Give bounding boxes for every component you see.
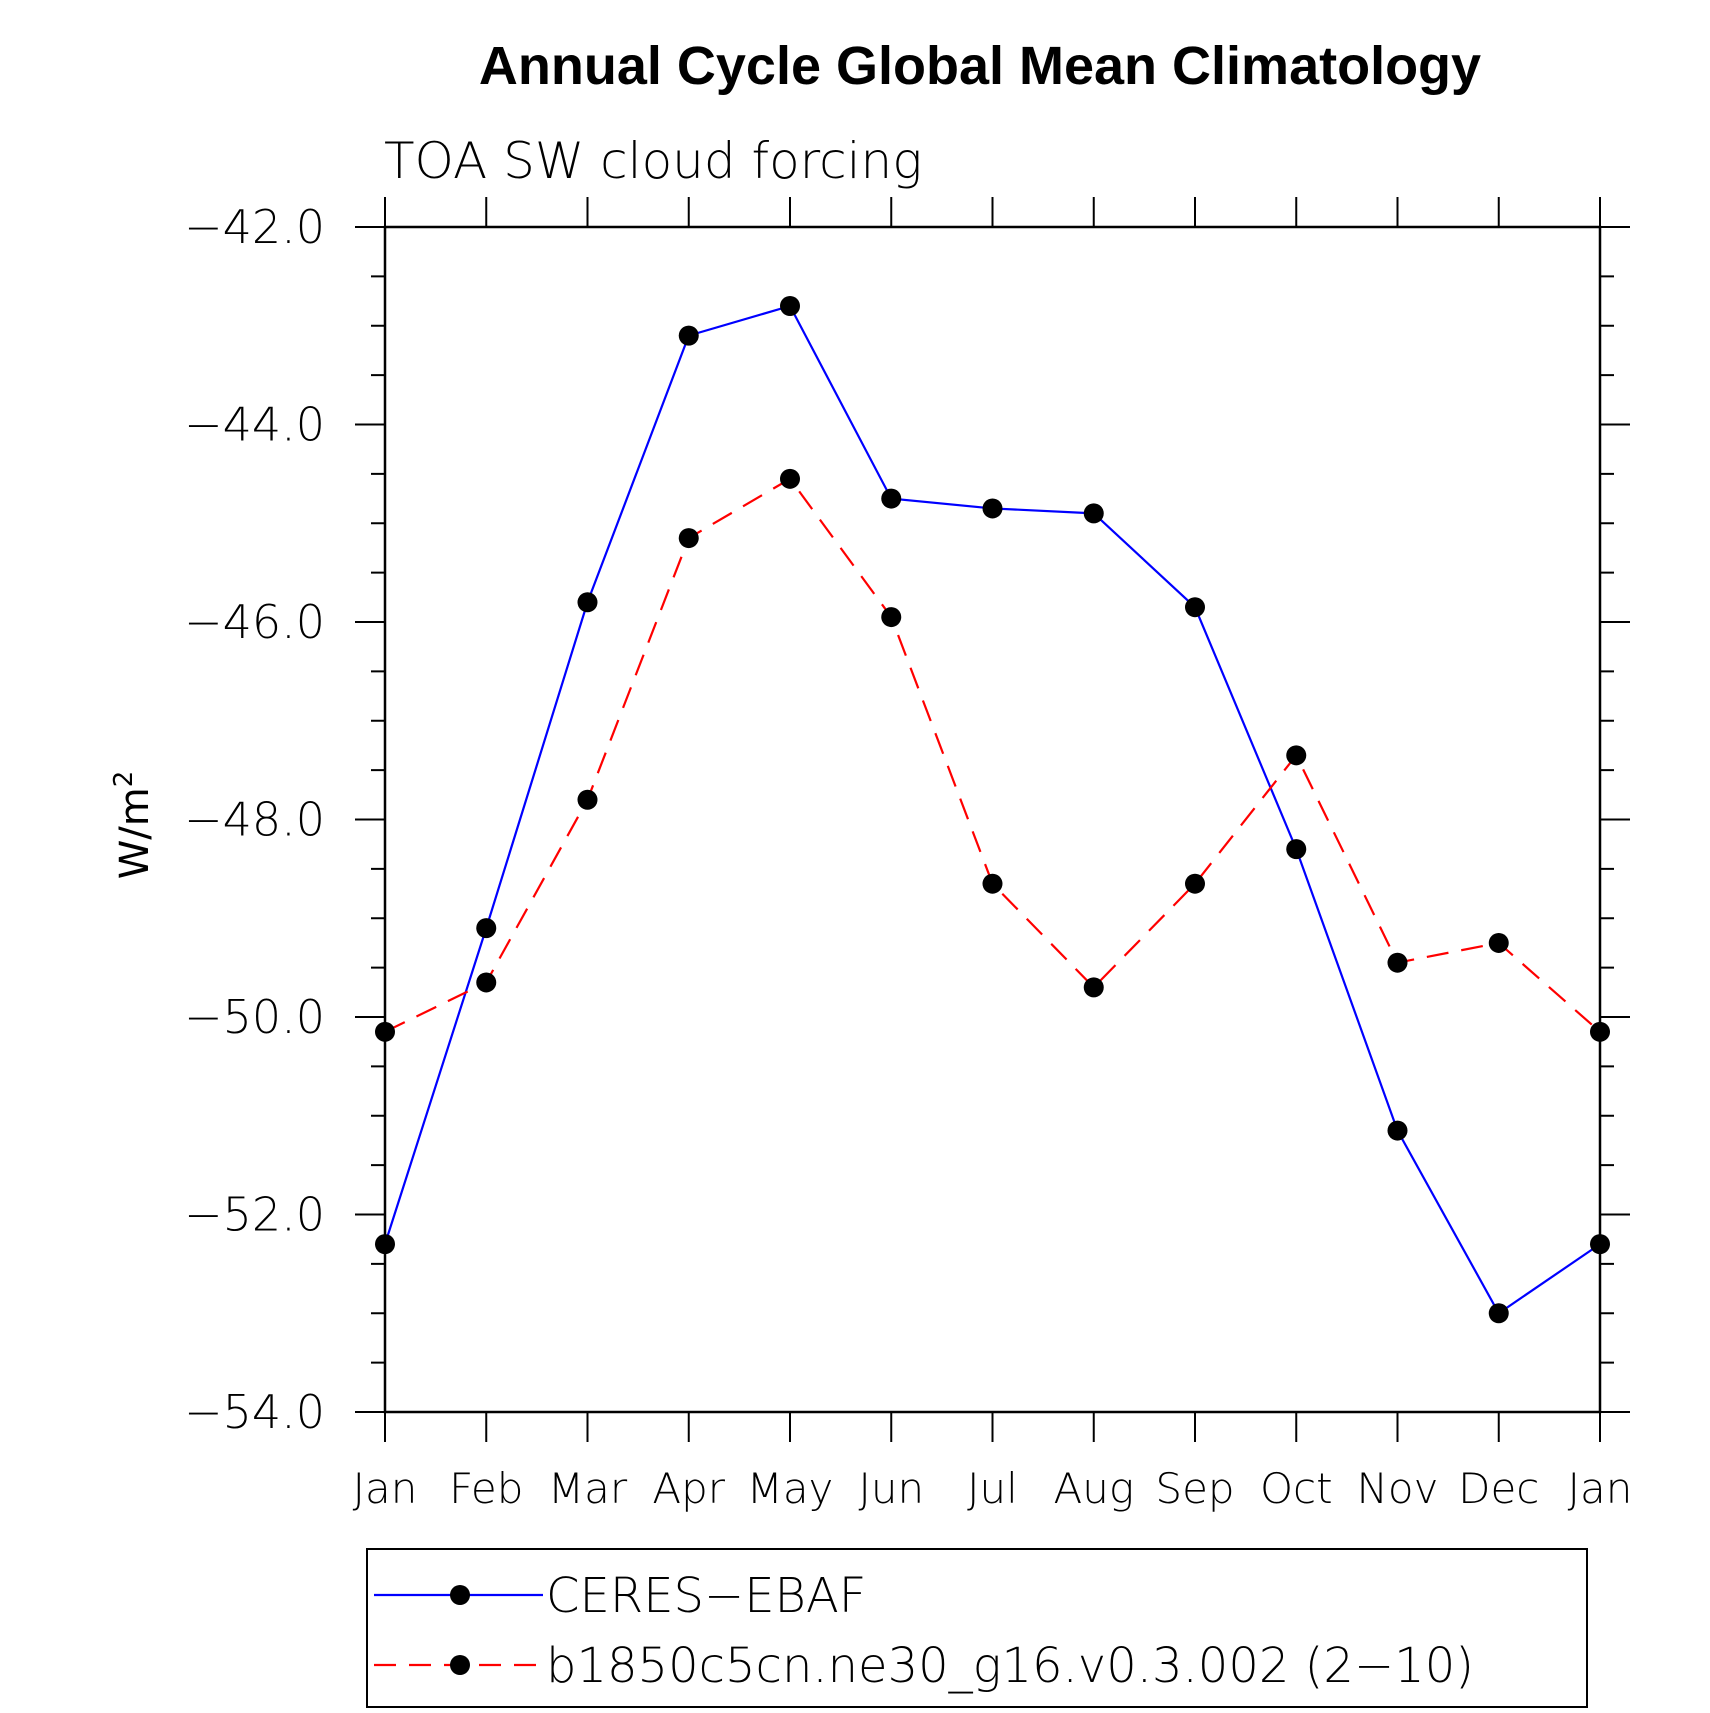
series-0-point bbox=[1286, 839, 1307, 860]
y-tick-label: −42.0 bbox=[184, 200, 325, 254]
legend-marker-model bbox=[450, 1655, 470, 1675]
legend-label-model: b1850c5cn.ne30_g16.v0.3.002 (2−10) bbox=[546, 1638, 1474, 1694]
chart-subtitle: TOA SW cloud forcing bbox=[384, 132, 922, 190]
plot-frame bbox=[383, 225, 1602, 1414]
series-0-point bbox=[1590, 1234, 1610, 1255]
series-1-point bbox=[1286, 745, 1307, 766]
series-0-point bbox=[881, 488, 902, 509]
series-0-point bbox=[1488, 1303, 1509, 1324]
series-1-point bbox=[476, 972, 497, 993]
y-tick-label: −52.0 bbox=[184, 1188, 325, 1242]
y-axis-label: W/m2 bbox=[109, 771, 158, 880]
series-layer bbox=[375, 296, 1610, 1324]
series-0-point bbox=[678, 325, 699, 346]
legend: CERES−EBAF b1850c5cn.ne30_g16.v0.3.002 (… bbox=[366, 1548, 1588, 1708]
axes-layer: −42.0 −44.0 −46.0 −48.0 −50.0 −52.0 −54.0 Jan Fe… bbox=[184, 197, 1632, 1513]
series-1-point bbox=[780, 468, 800, 489]
x-tick-label: May bbox=[747, 1464, 834, 1513]
series-line-1 bbox=[384, 477, 1601, 1033]
y-axis-label-text: W/m bbox=[112, 787, 158, 879]
series-1-point bbox=[1590, 1021, 1610, 1042]
series-0-point bbox=[1185, 597, 1205, 618]
legend-marker-ceres bbox=[450, 1585, 470, 1605]
series-1-point bbox=[881, 607, 902, 628]
series-0-point bbox=[375, 1234, 395, 1255]
x-tick-label: Oct bbox=[1260, 1464, 1333, 1513]
series-1-point bbox=[982, 873, 1003, 894]
series-0-point bbox=[577, 592, 598, 613]
series-1-point bbox=[1083, 977, 1104, 998]
x-tick-label: Jul bbox=[967, 1464, 1018, 1513]
legend-box bbox=[366, 1548, 1588, 1708]
x-tick-label: Sep bbox=[1155, 1464, 1234, 1513]
series-0-point bbox=[780, 296, 800, 316]
series-0-point bbox=[1387, 1120, 1408, 1141]
series-1-point bbox=[1488, 932, 1509, 953]
y-tick-label: −48.0 bbox=[184, 793, 325, 847]
y-tick-label: −54.0 bbox=[184, 1385, 325, 1439]
y-tick-label: −44.0 bbox=[184, 398, 325, 452]
series-1-point bbox=[678, 528, 699, 549]
x-tick-label: Feb bbox=[449, 1464, 523, 1513]
chart-title: Annual Cycle Global Mean Climatology bbox=[479, 36, 1481, 96]
series-1-point bbox=[577, 789, 598, 810]
y-axis-label-superscript: 2 bbox=[109, 771, 139, 788]
x-tick-label: Jan bbox=[1568, 1464, 1633, 1513]
series-1-point bbox=[1185, 873, 1205, 894]
x-tick-label: Aug bbox=[1053, 1464, 1134, 1513]
y-tick-label: −50.0 bbox=[184, 990, 325, 1044]
legend-label-ceres: CERES−EBAF bbox=[546, 1568, 866, 1624]
series-1-point bbox=[1387, 952, 1408, 973]
x-tick-label: Jun bbox=[858, 1464, 924, 1513]
series-line-0 bbox=[383, 304, 1601, 1315]
x-tick-label: Dec bbox=[1458, 1464, 1539, 1513]
x-tick-label: Nov bbox=[1357, 1464, 1439, 1513]
y-tick-label: −46.0 bbox=[184, 595, 325, 649]
x-tick-label: Apr bbox=[652, 1464, 725, 1513]
x-tick-label: Jan bbox=[353, 1464, 418, 1513]
x-tick-label: Mar bbox=[548, 1464, 628, 1513]
series-1-point bbox=[375, 1021, 395, 1042]
series-0-point bbox=[982, 498, 1003, 519]
series-0-point bbox=[476, 918, 497, 939]
series-0-point bbox=[1083, 503, 1104, 524]
